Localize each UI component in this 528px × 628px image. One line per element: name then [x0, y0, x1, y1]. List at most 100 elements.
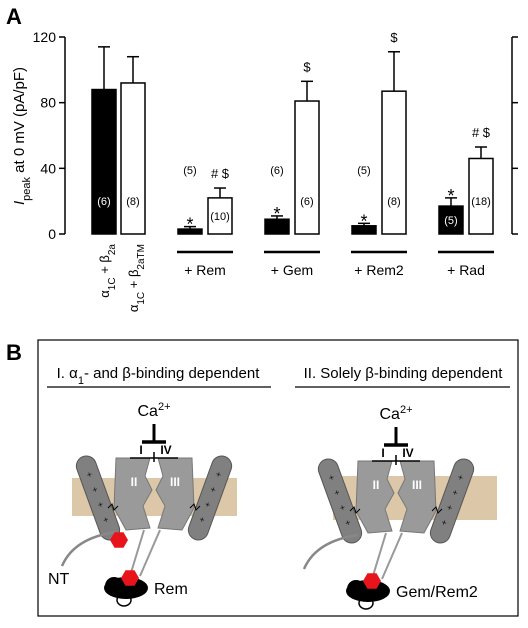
- protein-loop: [358, 596, 374, 610]
- linker: [139, 529, 161, 577]
- y-axis-label: Ipeak at 0 mV (pA/pF): [11, 67, 33, 205]
- protein: [105, 577, 123, 595]
- domain-label: III: [170, 475, 180, 489]
- linker: [129, 529, 145, 577]
- heading-part: - and β-binding dependent: [84, 365, 260, 382]
- domain-label: II: [373, 478, 380, 492]
- y-tick-label: 80: [40, 95, 56, 111]
- helix: + + + +: [429, 458, 475, 544]
- n-label: (6): [97, 196, 110, 208]
- helix: + + + +: [317, 458, 363, 544]
- domain-label: IV: [402, 446, 413, 460]
- significance-label: *: [186, 215, 193, 235]
- n-terminus: [60, 530, 117, 567]
- charge: +: [91, 484, 99, 495]
- zigzag: [107, 503, 119, 511]
- bar: [91, 88, 117, 235]
- significance-label: # $: [211, 166, 230, 181]
- channel-body: [355, 460, 395, 534]
- domain-label: I: [139, 443, 142, 457]
- zigzag: [349, 506, 361, 514]
- heading-part: I. α: [57, 365, 79, 382]
- ion-part: Ca: [138, 403, 159, 420]
- heading-sub: 1: [78, 375, 84, 387]
- significance-label: # $: [472, 125, 491, 140]
- significance-label: $: [390, 30, 398, 45]
- channel-body: [113, 457, 153, 531]
- channel-body: [397, 460, 437, 534]
- group-label: + Rem: [184, 262, 226, 278]
- protein: [347, 580, 365, 598]
- charge: +: [333, 487, 341, 498]
- n-label: (5): [183, 165, 196, 177]
- domain-label: IV: [160, 443, 171, 457]
- n-label: (18): [471, 196, 491, 208]
- bar: [264, 218, 290, 235]
- helix-body: [317, 458, 363, 544]
- category-label-part: 1C: [107, 277, 118, 290]
- category-label-part: 2aTM: [136, 244, 147, 270]
- n-label: (8): [387, 196, 400, 208]
- charge: +: [440, 517, 448, 528]
- charge: +: [451, 487, 459, 498]
- charge: +: [214, 469, 222, 480]
- y-label-sub: peak: [21, 177, 33, 201]
- charge: +: [344, 517, 352, 528]
- bar: [438, 205, 464, 235]
- binding-site: [363, 573, 381, 589]
- domain-label: I: [381, 446, 384, 460]
- category-label-part: α: [126, 304, 141, 312]
- zigzag: [431, 506, 443, 514]
- helix-body: [187, 455, 233, 541]
- bar: [120, 82, 146, 235]
- significance-label: $: [303, 59, 311, 74]
- charge: +: [327, 472, 335, 483]
- diagram-frame: [37, 339, 519, 617]
- category-label-part: α: [97, 290, 112, 298]
- protein-label: Rem: [154, 581, 188, 598]
- panel-label: B: [6, 340, 22, 365]
- group-label: + Rem2: [354, 262, 404, 278]
- category-label: α1C + β2a: [97, 244, 118, 298]
- ion-part: 2+: [400, 404, 413, 416]
- ion-part: 2+: [158, 401, 171, 413]
- category-label-part: 1C: [136, 292, 147, 305]
- n-terminus: [302, 533, 359, 570]
- bar: [381, 90, 407, 235]
- charge: +: [445, 502, 453, 513]
- heading: II. Solely β-binding dependent: [304, 365, 504, 382]
- significance-label: *: [273, 204, 280, 224]
- category-label-part: + β: [126, 270, 141, 292]
- binding-site: [121, 570, 139, 586]
- charge: +: [85, 469, 93, 480]
- y-tick-label: 120: [33, 29, 57, 45]
- charge: +: [456, 472, 464, 483]
- n-label: (6): [270, 165, 283, 177]
- n-label: (10): [210, 211, 230, 223]
- protein-label: Gem/Rem2: [396, 584, 478, 601]
- n-label: (5): [444, 215, 457, 227]
- ion-label: Ca2+: [138, 401, 171, 420]
- y-tick-label: 40: [40, 160, 56, 176]
- bar: [294, 100, 320, 235]
- panel-label: A: [6, 4, 22, 29]
- bar: [207, 197, 233, 235]
- category-label: α1C + β2aTM: [126, 244, 147, 312]
- binding-site: [110, 532, 128, 548]
- charge: +: [198, 514, 206, 525]
- domain-label: II: [131, 475, 138, 489]
- domain-label: III: [412, 478, 422, 492]
- charge: +: [203, 499, 211, 510]
- charge: +: [338, 502, 346, 513]
- charge: +: [96, 499, 104, 510]
- y-label-symbol: I: [11, 201, 28, 205]
- channel-body: [155, 457, 195, 531]
- group-label: + Gem: [271, 262, 313, 278]
- n-label: (6): [300, 196, 313, 208]
- charge: +: [102, 514, 110, 525]
- helix: + + + +: [187, 455, 233, 541]
- charge: +: [209, 484, 217, 495]
- linker: [381, 532, 403, 580]
